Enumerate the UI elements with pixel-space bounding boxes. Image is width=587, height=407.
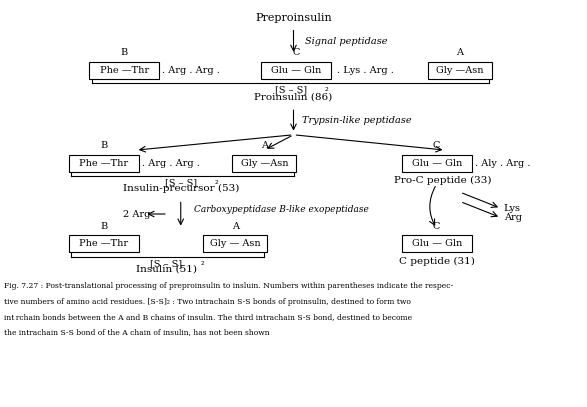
Text: [S – S]: [S – S] <box>165 178 197 188</box>
Text: Glu — Gln: Glu — Gln <box>271 66 322 74</box>
Text: . Arg . Arg .: . Arg . Arg . <box>141 159 200 168</box>
Text: . Aly . Arg .: . Aly . Arg . <box>475 159 530 168</box>
Text: A: A <box>457 48 464 57</box>
Text: B: B <box>120 48 128 57</box>
Text: C: C <box>433 221 440 231</box>
Text: $_2$: $_2$ <box>214 178 220 187</box>
FancyBboxPatch shape <box>402 235 472 252</box>
Text: Proinsulin (86): Proinsulin (86) <box>254 92 333 101</box>
Text: Phe —Thr: Phe —Thr <box>100 66 149 74</box>
FancyBboxPatch shape <box>69 155 139 172</box>
Text: Phe —Thr: Phe —Thr <box>79 159 128 168</box>
FancyBboxPatch shape <box>428 61 492 79</box>
Text: A: A <box>232 221 238 231</box>
FancyBboxPatch shape <box>402 155 472 172</box>
Text: $_2$: $_2$ <box>324 85 329 94</box>
Text: [S – S]: [S – S] <box>150 259 182 268</box>
Text: Phe —Thr: Phe —Thr <box>79 239 128 248</box>
Text: Pro-C peptide (33): Pro-C peptide (33) <box>394 176 491 185</box>
Text: Fig. 7.27 : Post-translational processing of preproinsulin to insluin. Numbers w: Fig. 7.27 : Post-translational processin… <box>4 282 453 290</box>
Text: Glu — Gln: Glu — Gln <box>411 159 462 168</box>
Text: the intrachain S-S bond of the A chain of insulin, has not been shown: the intrachain S-S bond of the A chain o… <box>4 328 270 337</box>
Text: . Lys . Arg .: . Lys . Arg . <box>338 66 394 74</box>
FancyBboxPatch shape <box>89 61 159 79</box>
Text: [S – S]: [S – S] <box>275 85 306 94</box>
Text: . Arg . Arg .: . Arg . Arg . <box>162 66 220 74</box>
Text: tive numbers of amino acid residues. [S-S]₂ : Two intrachain S-S bonds of proins: tive numbers of amino acid residues. [S-… <box>4 298 411 306</box>
Text: $_2$: $_2$ <box>200 259 205 268</box>
FancyBboxPatch shape <box>261 61 332 79</box>
Text: Insulin (51): Insulin (51) <box>136 265 197 274</box>
FancyBboxPatch shape <box>203 235 267 252</box>
Text: Preproinsulin: Preproinsulin <box>255 13 332 22</box>
FancyBboxPatch shape <box>232 155 296 172</box>
Text: Gly — Asn: Gly — Asn <box>210 239 261 248</box>
Text: Trypsin-like peptidase: Trypsin-like peptidase <box>302 116 412 125</box>
Text: Insulin-precursor (53): Insulin-precursor (53) <box>123 184 239 193</box>
Text: Lys: Lys <box>504 204 521 213</box>
Text: Signal peptidase: Signal peptidase <box>305 37 387 46</box>
Text: C: C <box>293 48 300 57</box>
Text: B: B <box>100 141 107 150</box>
Text: A: A <box>261 141 268 150</box>
Text: 2 Arg: 2 Arg <box>123 210 150 219</box>
Text: B: B <box>100 221 107 231</box>
Text: int rchain bonds between the A and B chains of insulin. The third intrachain S-S: int rchain bonds between the A and B cha… <box>4 313 413 321</box>
FancyBboxPatch shape <box>69 235 139 252</box>
Text: C peptide (31): C peptide (31) <box>399 257 474 266</box>
Text: C: C <box>433 141 440 150</box>
Text: Carboxypeptidase B-like exopeptidase: Carboxypeptidase B-like exopeptidase <box>194 205 369 214</box>
Text: Gly —Asn: Gly —Asn <box>436 66 484 74</box>
Text: Gly —Asn: Gly —Asn <box>241 159 288 168</box>
Text: Arg: Arg <box>504 213 522 222</box>
Text: Glu — Gln: Glu — Gln <box>411 239 462 248</box>
